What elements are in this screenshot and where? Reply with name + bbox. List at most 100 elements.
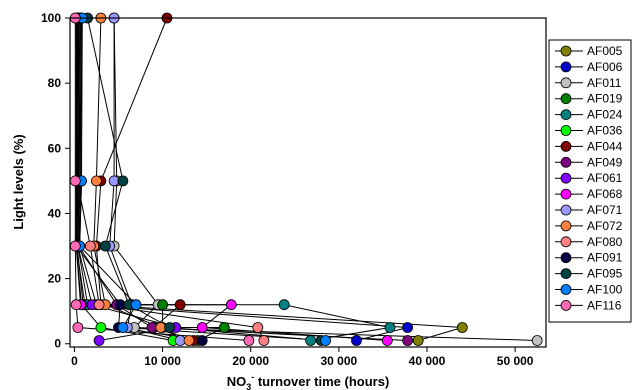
data-point-af080-5 [258, 335, 270, 346]
legend-marker-af061 [560, 172, 572, 184]
legend-label-af019: AF019 [587, 92, 623, 106]
data-point-af068-4 [225, 299, 237, 311]
data-point-af005-5 [412, 335, 424, 346]
data-point-af116-3 [70, 299, 82, 311]
x-axis-title-subscript: 3 [246, 382, 251, 390]
y-tick-label: 100 [41, 11, 61, 25]
data-point-af080-2 [84, 240, 96, 252]
series-line-af116 [74, 18, 249, 341]
data-point-af005-4 [456, 322, 468, 333]
legend-marker-af068 [560, 188, 572, 200]
series-points [69, 12, 543, 346]
data-point-af024-6 [305, 335, 317, 346]
x-axis-title-prefix: NO [227, 374, 247, 389]
data-point-af095-1 [117, 175, 129, 187]
y-tick-label: 40 [48, 206, 62, 220]
data-point-af068-5 [196, 322, 208, 333]
legend-marker-af011 [560, 77, 572, 89]
legend-marker-af071 [560, 204, 572, 216]
legend-marker-af044 [560, 140, 572, 152]
legend-marker-af024 [560, 109, 572, 120]
data-point-af024-5 [384, 322, 396, 333]
legend-label-af080: AF080 [587, 235, 623, 249]
x-axis-title-superscript: - [251, 372, 254, 382]
data-point-af024-4 [278, 299, 290, 311]
y-tick-label: 60 [48, 141, 62, 155]
y-tick-label: 80 [48, 76, 62, 90]
legend-label-af006: AF006 [587, 60, 623, 74]
legend-label-af072: AF072 [587, 219, 623, 233]
series-line-af005 [76, 17, 463, 341]
x-axis-title: NO3- turnover time (hours) [227, 372, 390, 390]
x-tick-label: 50 000 [497, 354, 534, 368]
y-axis-title: Light levels (%) [11, 134, 26, 229]
data-point-af116-2 [69, 240, 81, 252]
y-tick-label: 0 [54, 337, 61, 351]
data-point-af072-5 [183, 335, 195, 346]
plot-frame [69, 17, 547, 348]
data-point-af100-5 [320, 335, 332, 346]
legend-marker-af005 [560, 45, 572, 57]
data-point-af091-5 [196, 335, 208, 346]
legend-label-af061: AF061 [587, 171, 623, 185]
data-point-af068-6 [381, 335, 393, 346]
data-point-af116-1 [69, 175, 81, 187]
data-point-af006-5 [351, 335, 362, 346]
x-tick-label: 20 000 [232, 354, 269, 368]
data-point-af036-4 [95, 322, 107, 333]
data-point-af072-1 [91, 175, 102, 187]
x-tick-label: 40 000 [409, 354, 446, 368]
legend-label-af100: AF100 [587, 283, 623, 297]
data-point-af100-3 [130, 299, 142, 311]
legend-marker-af036 [560, 125, 572, 136]
data-point-af116-4 [72, 322, 84, 333]
legend-marker-af116 [560, 299, 572, 311]
legend-label-af044: AF044 [587, 139, 623, 153]
x-tick-label: 30 000 [321, 354, 358, 368]
legend-marker-af049 [560, 156, 572, 168]
data-point-af080-4 [252, 322, 264, 333]
data-point-af080-3 [93, 299, 105, 311]
data-point-af100-4 [117, 322, 129, 333]
axes [69, 17, 547, 348]
legend-marker-af091 [560, 252, 572, 264]
x-tick-label: 0 [71, 354, 78, 368]
data-point-af019-4 [157, 299, 169, 311]
legend-label-af091: AF091 [587, 251, 623, 265]
data-point-af049-5 [402, 335, 414, 346]
data-point-af044-4 [174, 299, 186, 311]
series-line-af095 [87, 17, 322, 341]
series-line-af049 [78, 17, 408, 341]
legend-marker-af095 [560, 268, 572, 280]
data-point-af095-4 [164, 322, 176, 333]
legend-label-af005: AF005 [587, 44, 623, 58]
data-point-af006-4 [402, 322, 414, 333]
series-line-af011 [113, 17, 538, 341]
series-lines [74, 17, 538, 341]
x-tick-label: 10 000 [144, 354, 181, 368]
x-axis-title-suffix: turnover time (hours) [254, 374, 389, 389]
data-point-af091-3 [114, 299, 126, 311]
legend-label-af116: AF116 [587, 298, 622, 312]
legend-label-af011: AF011 [587, 76, 622, 90]
legend-marker-af072 [560, 220, 572, 232]
data-point-af019-6 [218, 322, 230, 333]
y-tick-label: 20 [48, 272, 62, 286]
legend-label-af071: AF071 [587, 203, 623, 217]
legend-label-af036: AF036 [587, 124, 623, 138]
legend-label-af024: AF024 [587, 108, 623, 122]
legend-label-af049: AF049 [587, 155, 623, 169]
legend-marker-af006 [560, 61, 572, 73]
legend-label-af068: AF068 [587, 187, 623, 201]
data-point-af011-5 [531, 335, 543, 346]
legend-marker-af100 [560, 284, 572, 295]
legend-marker-af019 [560, 93, 572, 105]
legend-label-af095: AF095 [587, 267, 623, 281]
data-point-af095-2 [99, 240, 111, 252]
data-point-af061-5 [93, 335, 105, 346]
data-point-af116-5 [243, 335, 255, 346]
ticks: 0 10 000 20 000 30 000 40 000 50 000 0 20 40 60 80… [41, 11, 534, 368]
